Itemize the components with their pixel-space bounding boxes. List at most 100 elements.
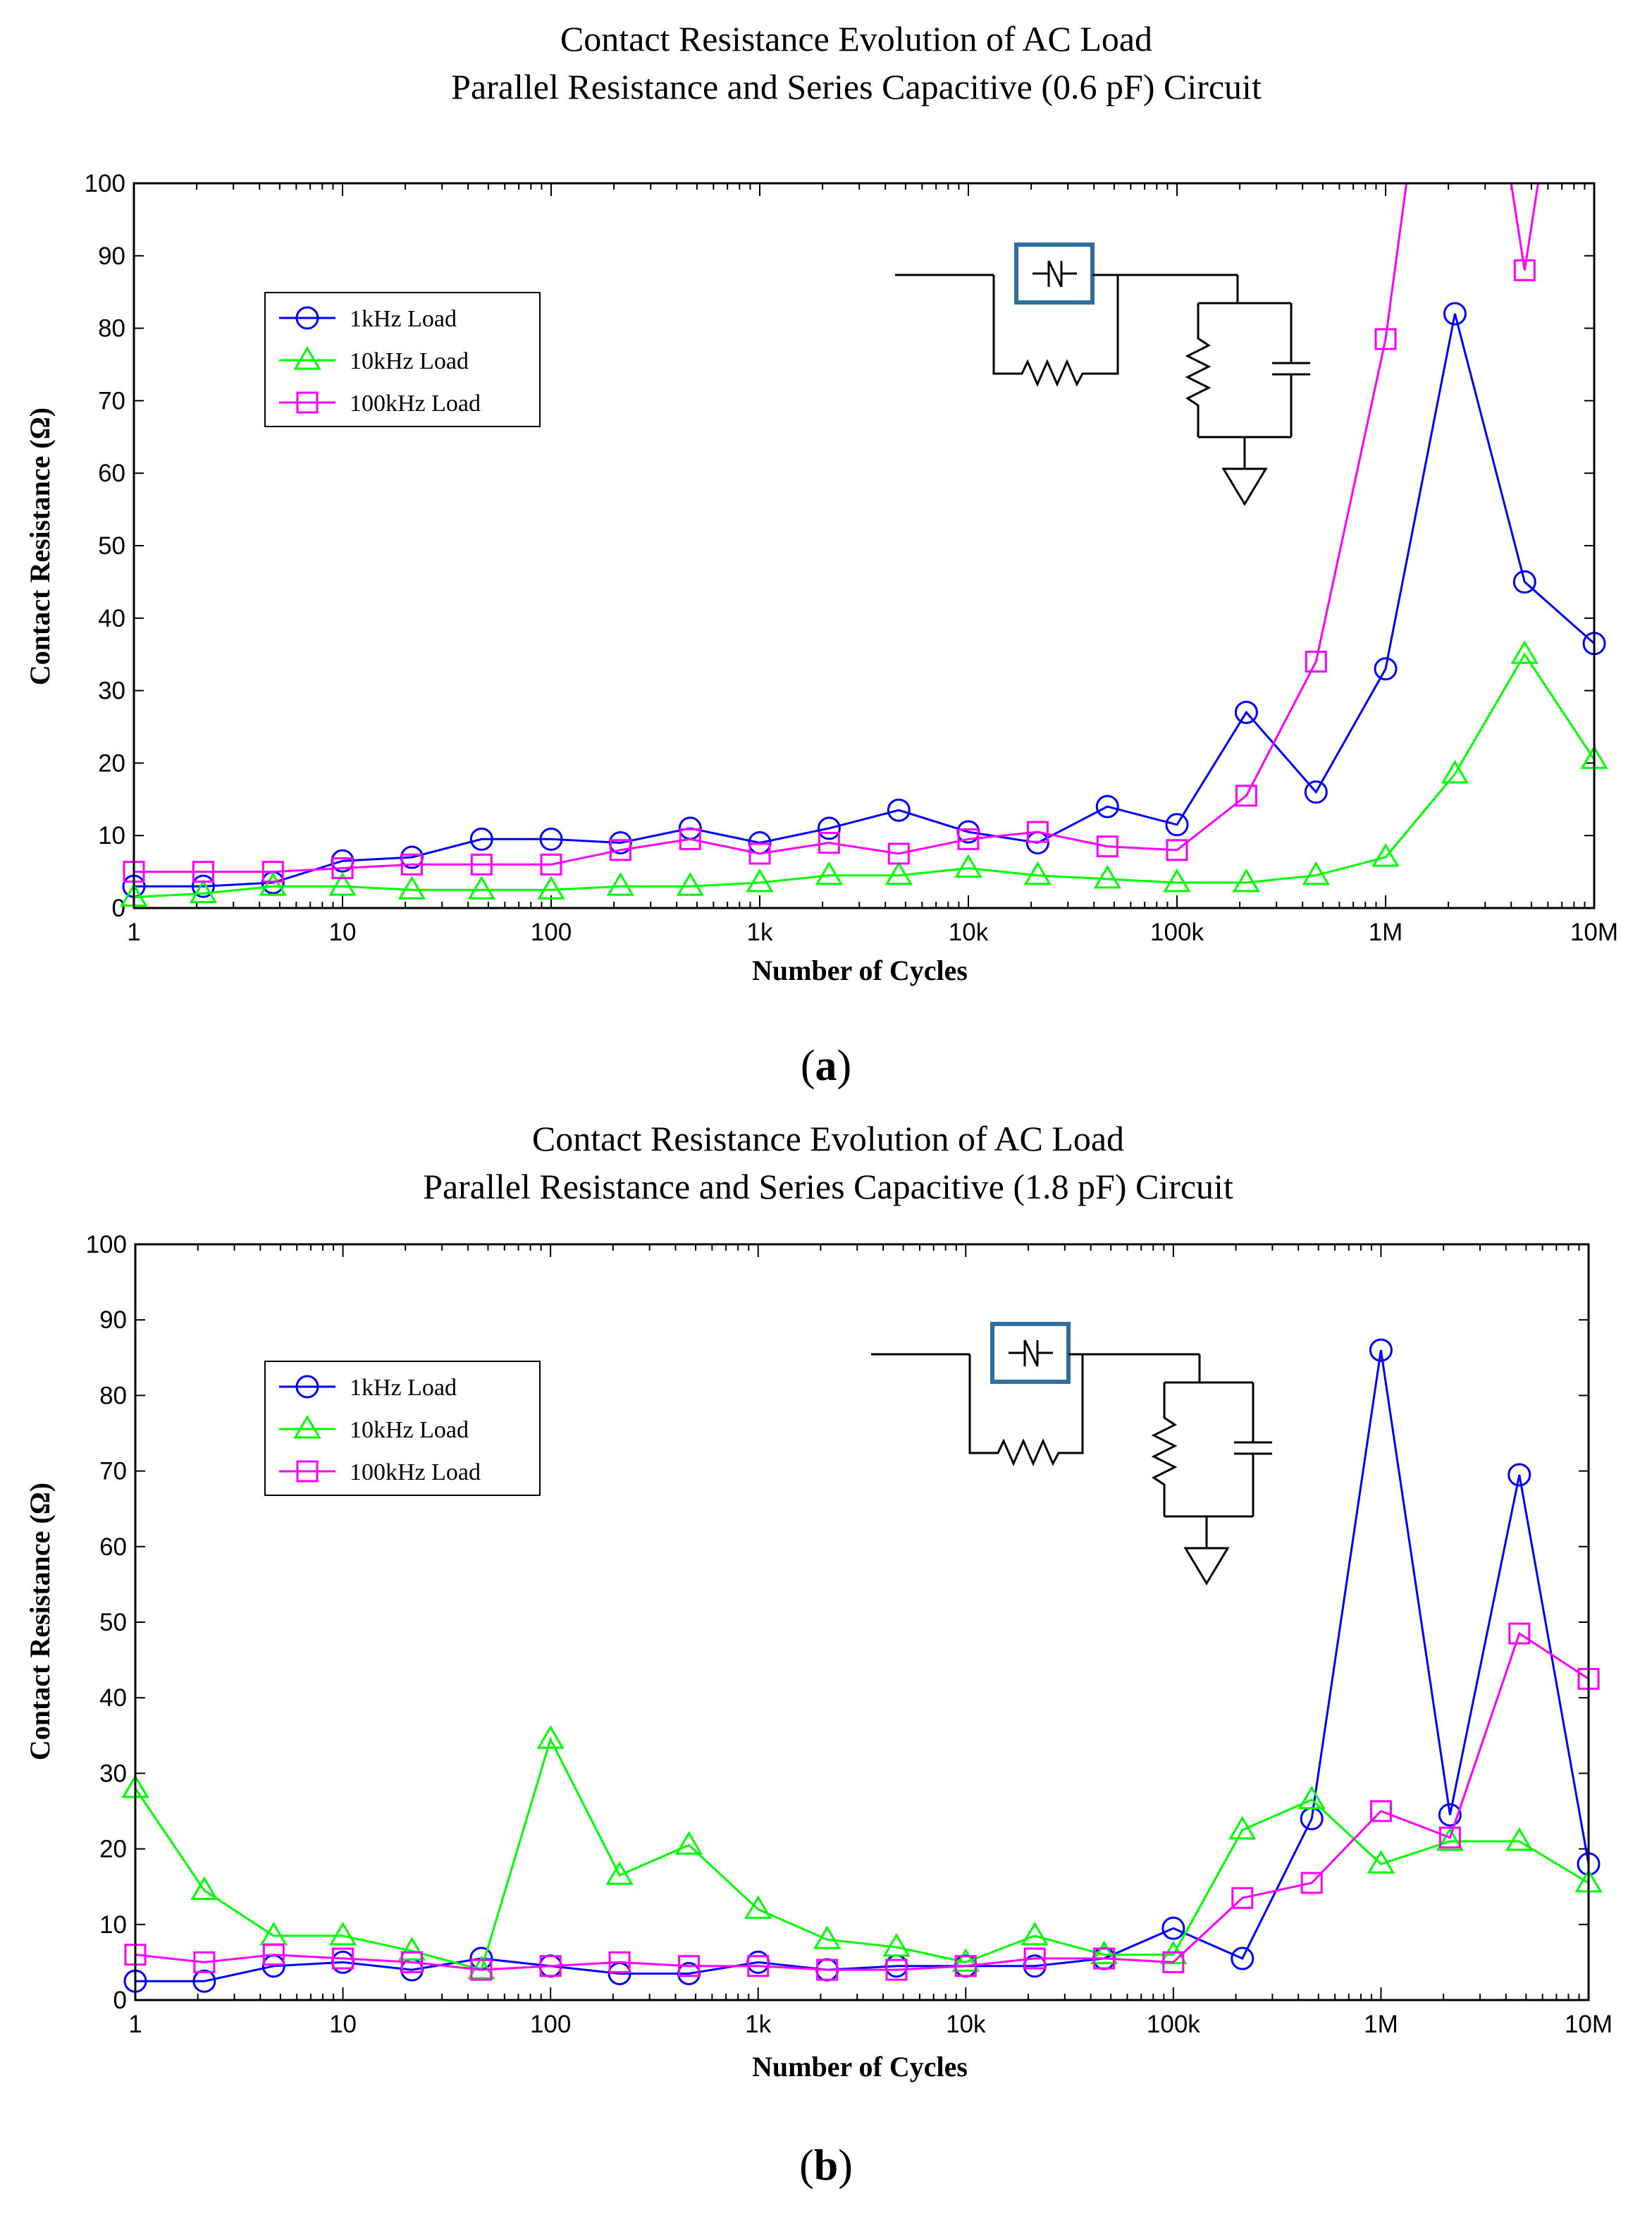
data-point-triangle	[882, 1932, 911, 1957]
legend-marker-square	[296, 391, 319, 414]
data-point-triangle	[954, 854, 982, 878]
plot-frame	[134, 1243, 1590, 2001]
data-point-triangle	[1090, 1940, 1118, 1965]
x-tick-label: 1k	[747, 919, 773, 946]
circuit-inset	[895, 243, 1310, 506]
legend-item-100khz: 100kHz Load	[279, 391, 481, 417]
data-point-circle	[192, 1969, 216, 1993]
data-point-square	[1096, 835, 1118, 858]
data-point-square	[887, 842, 910, 865]
data-point-triangle	[951, 1948, 980, 1972]
data-point-triangle	[815, 861, 844, 885]
data-point-square	[818, 831, 840, 854]
data-point-circle	[1443, 302, 1467, 326]
switch-box	[1014, 243, 1095, 305]
series-layer	[120, 183, 1608, 907]
data-point-triangle	[605, 1861, 634, 1885]
parallel-resistor-branch	[992, 275, 1119, 387]
x-tick-label: 100	[531, 919, 572, 946]
data-point-circle	[191, 874, 215, 898]
legend-marker-triangle	[293, 1415, 321, 1439]
y-tick-label: 20	[98, 749, 125, 777]
data-point-triangle	[746, 869, 774, 893]
data-point-square	[1231, 1887, 1254, 1909]
data-point-triangle	[1023, 861, 1052, 885]
data-point-circle	[1374, 657, 1398, 681]
legend: 1kHz Load 10kHz Load 100kHz Load	[264, 1361, 541, 1496]
data-point-square	[1374, 328, 1397, 350]
legend-label: 1kHz Load	[350, 306, 457, 332]
data-point-circle	[539, 827, 563, 851]
data-point-square	[470, 853, 493, 876]
y-tick-label: 40	[99, 1684, 127, 1712]
circuit-inset	[871, 1322, 1272, 1586]
data-point-triangle	[1021, 1921, 1049, 1946]
data-point-square	[1300, 1872, 1323, 1894]
legend-label: 1kHz Load	[350, 1375, 457, 1401]
legend-marker-circle	[295, 1375, 319, 1399]
legend-item-10khz: 10kHz Load	[279, 346, 469, 374]
legend-item-1khz: 1kHz Load	[279, 306, 457, 332]
data-point-square	[1162, 1951, 1185, 1973]
data-point-square	[470, 1958, 493, 1981]
data-point-circle	[1304, 780, 1328, 804]
y-tick-label: 30	[98, 677, 125, 705]
data-point-triangle	[1505, 1827, 1534, 1851]
data-point-square	[1023, 1947, 1046, 1970]
x-tick-label: 1k	[745, 2011, 771, 2038]
switch-box	[990, 1322, 1071, 1384]
data-point-triangle	[467, 876, 495, 900]
data-point-circle	[1508, 1463, 1531, 1487]
data-point-circle	[887, 798, 911, 822]
data-point-triangle	[1163, 869, 1191, 893]
x-axis-label: Number of Cycles	[752, 955, 968, 986]
data-point-triangle	[1093, 864, 1121, 889]
data-point-triangle	[1510, 640, 1539, 664]
data-point-triangle	[1367, 1850, 1395, 1874]
data-point-circle	[1165, 813, 1189, 837]
chart-subtitle: Parallel Resistance and Series Capacitiv…	[423, 1167, 1233, 1206]
x-tick-label: 10k	[949, 919, 989, 946]
y-tick-label: 30	[99, 1760, 127, 1787]
data-point-square	[540, 853, 562, 876]
chart-subtitle: Parallel Resistance and Series Capacitiv…	[451, 67, 1262, 106]
data-point-triangle	[884, 861, 913, 885]
data-point-square	[1438, 1827, 1461, 1849]
series-line	[134, 652, 1594, 899]
y-tick-label: 0	[113, 1987, 127, 2014]
y-tick-label: 100	[85, 170, 125, 197]
data-point-circle	[1369, 1338, 1393, 1362]
data-point-triangle	[536, 1725, 565, 1749]
legend-marker-square	[296, 1460, 319, 1483]
legend-item-10khz: 10kHz Load	[279, 1415, 469, 1443]
data-point-square	[1235, 785, 1257, 807]
data-point-circle	[469, 827, 493, 851]
y-tick-label: 10	[98, 822, 125, 850]
data-point-square	[608, 1951, 631, 1973]
data-point-triangle	[1302, 861, 1330, 885]
data-point-circle	[1161, 1916, 1185, 1940]
y-tick-label: 10	[99, 1911, 127, 1939]
data-point-square	[1369, 1800, 1392, 1822]
y-tick-label: 80	[98, 315, 125, 343]
series-layer	[121, 1338, 1603, 1993]
y-tick-label: 60	[99, 1533, 127, 1561]
data-point-square	[609, 839, 631, 861]
data-point-triangle	[1228, 1815, 1257, 1840]
data-point-square	[332, 1947, 355, 1970]
data-point-triangle	[397, 1937, 426, 1961]
x-tick-label: 1	[128, 2011, 142, 2038]
chart-title: Contact Resistance Evolution of AC Load	[532, 1119, 1124, 1158]
x-tick-label: 100	[530, 2011, 571, 2038]
data-point-square	[885, 1958, 908, 1981]
data-point-triangle	[744, 1895, 772, 1919]
x-tick-label: 1	[127, 919, 140, 946]
legend-item-100khz: 100kHz Load	[279, 1459, 481, 1485]
data-point-square	[957, 828, 980, 850]
y-axis-label: Contact Resistance (Ω)	[24, 1483, 56, 1760]
data-point-square	[193, 1951, 216, 1973]
series-line	[135, 1349, 1589, 1982]
data-point-square	[1513, 259, 1536, 281]
